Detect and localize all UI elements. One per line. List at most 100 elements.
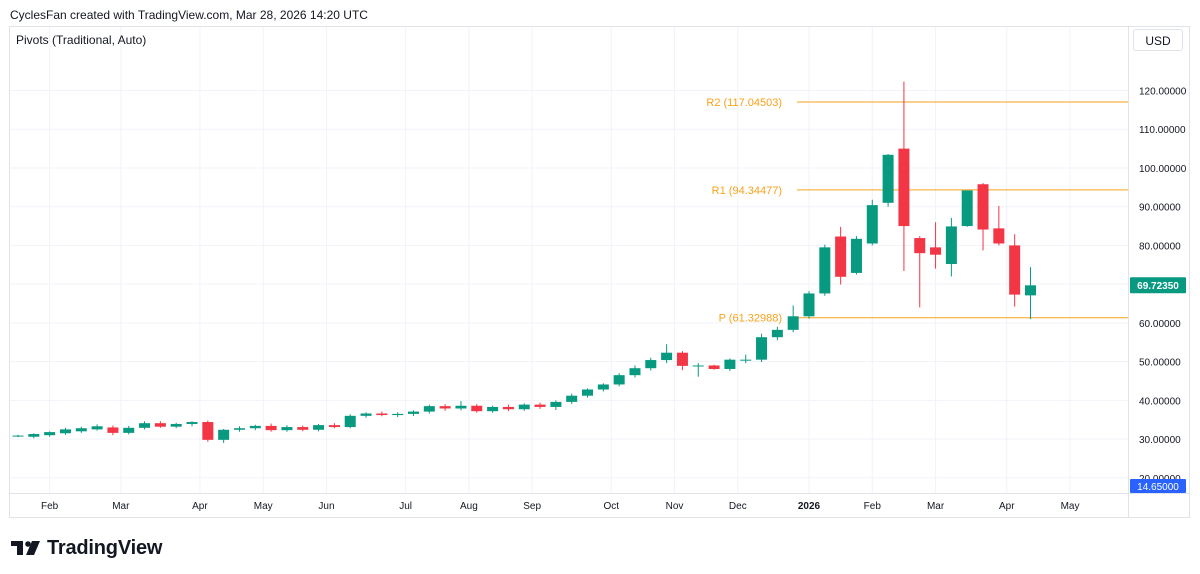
candle-body [281, 427, 293, 431]
candle [613, 373, 625, 387]
candle [819, 244, 831, 296]
candle [518, 403, 530, 411]
currency-button[interactable]: USD [1133, 29, 1183, 51]
y-tick-label: 60.00000 [1139, 319, 1181, 330]
candle [977, 183, 989, 251]
candle-body [328, 425, 340, 428]
min-price-marker [1130, 479, 1186, 493]
candle [75, 426, 87, 433]
candle-body [471, 405, 483, 412]
candle-body [487, 406, 499, 412]
candle [392, 412, 404, 417]
candle-body [898, 148, 910, 227]
candle-body [866, 205, 878, 244]
candle [645, 357, 657, 371]
candle [550, 400, 562, 411]
candle-body [850, 238, 862, 273]
candle [281, 425, 293, 432]
last-price-label: 69.72350 [1137, 281, 1179, 292]
candle-body [392, 413, 404, 416]
candle-body [692, 365, 704, 367]
candle-body [977, 184, 989, 230]
candle-body [961, 190, 973, 227]
candle-body [265, 425, 277, 431]
y-tick-label: 90.00000 [1139, 203, 1181, 214]
candle-body [218, 429, 230, 440]
candle [961, 190, 973, 227]
candle-body [107, 427, 119, 433]
pivot-levels: R2 (117.04503) R1 (94.34477) P (61.32988) [706, 97, 1128, 325]
candle-body [170, 423, 182, 427]
x-tick-label: Feb [41, 501, 59, 512]
candle-body [835, 236, 847, 277]
x-tick-label: Dec [729, 501, 747, 512]
candle-body [756, 337, 768, 360]
min-price-label: 14.65000 [1137, 482, 1179, 493]
candle-body [249, 425, 261, 429]
candle-body [518, 404, 530, 410]
x-tick-label: 2026 [798, 501, 821, 512]
x-tick-label: Jul [399, 501, 412, 512]
candle-body [28, 434, 40, 437]
tradingview-logo-icon [11, 541, 40, 555]
indicator-legend[interactable]: Pivots (Traditional, Auto) [16, 33, 147, 47]
candle-body [154, 423, 166, 427]
candle [423, 404, 435, 414]
candle [328, 423, 340, 429]
candle [1009, 234, 1021, 307]
candle [708, 364, 720, 370]
candle-body [12, 435, 24, 437]
candle-body [629, 368, 641, 376]
candle-body [502, 406, 514, 410]
candle-body [344, 415, 356, 428]
tradingview-brand: TradingView [11, 537, 162, 559]
candle [344, 414, 356, 429]
candle-body [582, 389, 594, 396]
candle [502, 404, 514, 412]
candle [170, 422, 182, 429]
candle [582, 388, 594, 398]
candle [28, 433, 40, 439]
candle-body [613, 375, 625, 385]
candle [487, 405, 499, 413]
candle [676, 351, 688, 371]
candle-body [597, 384, 609, 390]
candle [471, 404, 483, 413]
candle-body [914, 238, 926, 254]
x-tick-label: Oct [603, 501, 619, 512]
y-tick-label: 40.00000 [1139, 396, 1181, 407]
x-tick-label: May [1061, 501, 1080, 512]
candle [297, 425, 309, 432]
candle-body [376, 413, 388, 416]
candle [249, 424, 261, 431]
candle-body [1009, 245, 1021, 295]
candle [534, 402, 546, 409]
candle-body [945, 226, 957, 265]
candle-body [787, 316, 799, 330]
y-tick-label: 50.00000 [1139, 358, 1181, 369]
x-tick-label: Mar [927, 501, 945, 512]
candle-body [123, 427, 135, 433]
candle-body [408, 411, 419, 414]
x-tick-label: Apr [999, 501, 1015, 512]
candle-body [423, 406, 435, 412]
candle-body [771, 329, 783, 338]
pivot-label-p: P (61.32988) [719, 313, 782, 325]
candle [186, 421, 198, 427]
candle-body [360, 413, 372, 416]
candle [59, 427, 71, 435]
grid-lines [10, 27, 1128, 493]
candle-body [566, 395, 578, 402]
candle [756, 333, 768, 362]
candle [154, 421, 166, 428]
candle [566, 393, 578, 404]
time-axis: Feb Mar Apr May Jun Jul Aug Sep Oct Nov Dec 2026 Feb… [10, 493, 1189, 512]
candle [91, 424, 103, 431]
y-tick-label: 120.00000 [1139, 87, 1187, 98]
candle-body [740, 359, 752, 361]
x-tick-label: May [254, 501, 273, 512]
candle-body [1024, 285, 1036, 296]
candle-body [75, 428, 87, 432]
candle-body [202, 422, 214, 440]
